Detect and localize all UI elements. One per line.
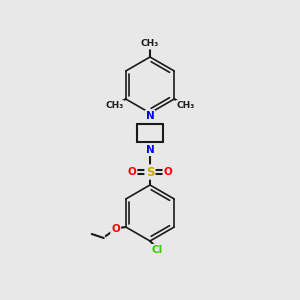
Text: CH₃: CH₃	[176, 101, 195, 110]
Text: CH₃: CH₃	[141, 40, 159, 49]
Text: CH₃: CH₃	[105, 101, 124, 110]
Text: O: O	[164, 167, 172, 177]
Text: O: O	[128, 167, 136, 177]
Text: N: N	[146, 145, 154, 155]
Text: O: O	[111, 224, 120, 234]
Text: Cl: Cl	[152, 245, 163, 255]
Text: S: S	[146, 166, 154, 178]
Text: N: N	[146, 111, 154, 121]
